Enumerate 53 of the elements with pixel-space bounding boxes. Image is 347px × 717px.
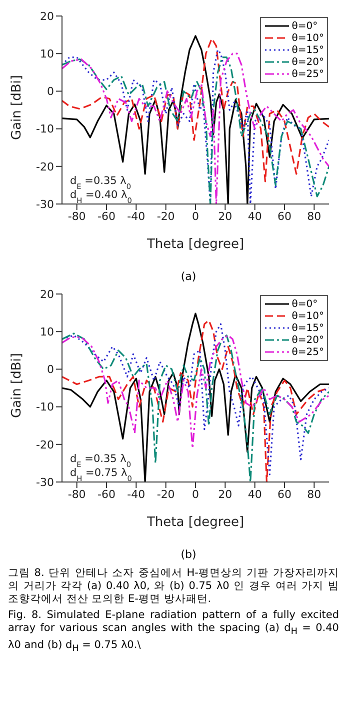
legend-label: θ=0°	[292, 298, 318, 310]
x-tick-label: -60	[98, 488, 116, 501]
x-tick-label: 40	[248, 488, 262, 501]
x-tick-label: 60	[278, 210, 292, 223]
x-tick-label: 0	[192, 210, 199, 223]
text: (a)	[180, 270, 198, 285]
y-tick-label: -30	[36, 476, 54, 489]
x-tick-label: 20	[218, 488, 232, 501]
legend-label: θ=10°	[292, 310, 324, 322]
x-tick-label: -40	[127, 210, 146, 223]
y-axis-title: Gain [dBi]	[10, 75, 25, 140]
text: Fig. 8. Simulated E-plane radiation pattern of a fully excited array for various scan angles with the spacing (a) d$_{H}$ = 0.40 λ0 and (b) d$_{H}$ = 0.75 λ0.\	[8, 609, 339, 654]
x-tick-label: 40	[248, 210, 262, 223]
legend-label: θ=10°	[292, 32, 324, 44]
y-tick-label: 20	[40, 288, 54, 301]
legend-label: θ=15°	[292, 322, 324, 334]
y-tick-label: -20	[36, 160, 54, 174]
legend-label: θ=0°	[292, 20, 318, 32]
legend-label: θ=15°	[292, 44, 324, 56]
y-tick-label: 20	[40, 10, 54, 23]
x-tick-label: -20	[156, 488, 175, 501]
y-axis-title: Gain [dBi]	[10, 353, 25, 418]
y-tick-label: -10	[36, 400, 54, 414]
x-tick-label: 60	[278, 488, 292, 501]
y-tick-label: -20	[36, 438, 54, 452]
y-tick-label: -30	[36, 198, 54, 211]
x-tick-label: 0	[192, 488, 199, 501]
text: (b)	[180, 548, 198, 563]
x-tick-label: -20	[156, 210, 175, 223]
legend-label: θ=25°	[292, 68, 324, 80]
legend-label: θ=20°	[292, 56, 324, 68]
x-tick-label: 80	[307, 210, 322, 223]
y-tick-label: 0	[47, 85, 54, 98]
annotation: d$_{E}$=0.35 λ$_{0}$	[70, 175, 132, 190]
legend-label: θ=20°	[292, 334, 324, 346]
caption: 그림 8. 단위 안테나 소자 중심에서 H-평면상의 기판 가장자리까지의 거리가 각각 (a) 0.40 λ0, 와 (b) 0.75 λ0 인 경우 여러 가지 빔 조향각에서 전산 모의한 E-평면 방사패턴.	[8, 567, 339, 606]
x-axis-title: Theta [degree]	[146, 515, 244, 530]
annotation: d$_{H}$=0.40 λ$_{0}$	[70, 189, 132, 204]
y-tick-label: 10	[40, 326, 54, 339]
annotation: d$_{H}$=0.75 λ$_{0}$	[70, 467, 132, 482]
x-tick-label: -80	[68, 210, 86, 223]
annotation: d$_{E}$=0.35 λ$_{0}$	[70, 453, 132, 468]
x-axis-title: Theta [degree]	[146, 237, 244, 252]
y-tick-label: 10	[40, 48, 54, 61]
line-series	[62, 334, 329, 449]
x-tick-label: 80	[307, 488, 322, 501]
x-tick-label: -40	[127, 488, 146, 501]
y-tick-label: 0	[47, 363, 54, 376]
x-tick-label: 20	[218, 210, 232, 223]
legend-label: θ=25°	[292, 346, 324, 358]
x-tick-label: -60	[98, 210, 116, 223]
x-tick-label: -80	[68, 488, 86, 501]
y-tick-label: -10	[36, 122, 54, 136]
